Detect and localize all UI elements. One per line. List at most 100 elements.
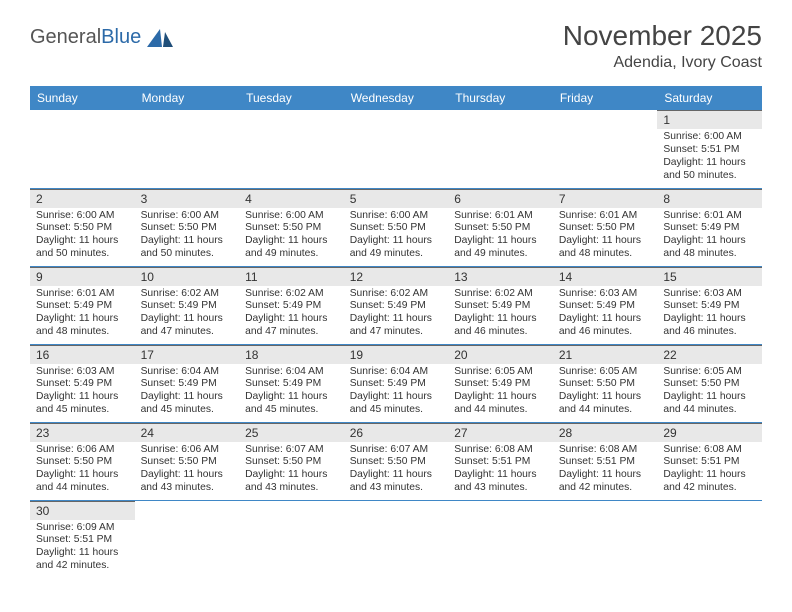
calendar-cell: 2Sunrise: 6:00 AMSunset: 5:50 PMDaylight…	[30, 188, 135, 266]
title-block: November 2025 Adendia, Ivory Coast	[563, 20, 762, 72]
calendar-cell: 16 Sunrise: 6:03 AMSunset: 5:49 PMDayligh…	[30, 344, 135, 422]
calendar-cell: 13Sunrise: 6:02 AMSunset: 5:49 PMDayligh…	[448, 266, 553, 344]
sunset-line: Sunset: 5:50 PM	[141, 456, 234, 469]
day-details: Sunrise: 6:02 AMSunset: 5:49 PMDaylight:…	[448, 286, 553, 343]
sunrise-line: Sunrise: 6:03 AM	[663, 288, 756, 301]
sunrise-line: Sunrise: 6:02 AM	[350, 288, 443, 301]
sunset-line: Sunset: 5:50 PM	[350, 222, 443, 235]
sunset-line: Sunset: 5:50 PM	[559, 378, 652, 391]
sunrise-line: Sunrise: 6:04 AM	[141, 366, 234, 379]
day-number: 2	[30, 190, 135, 208]
day-details: Sunrise: 6:08 AMSunset: 5:51 PMDaylight:…	[553, 442, 658, 499]
day-number: 22	[657, 346, 762, 364]
day-number: 10	[135, 268, 240, 286]
weekday-header: Monday	[135, 86, 240, 110]
sunset-line: Sunset: 5:49 PM	[454, 378, 547, 391]
calendar-cell: 1Sunrise: 6:00 AMSunset: 5:51 PMDaylight…	[657, 110, 762, 188]
day-details: Sunrise: 6:02 AMSunset: 5:49 PMDaylight:…	[344, 286, 449, 343]
calendar-week-row: 23Sunrise: 6:06 AMSunset: 5:50 PMDayligh…	[30, 422, 762, 500]
daylight-line: Daylight: 11 hours and 46 minutes.	[663, 313, 756, 339]
daylight-line: Daylight: 11 hours and 45 minutes.	[36, 391, 129, 417]
sunset-line: Sunset: 5:49 PM	[663, 300, 756, 313]
sunset-line: Sunset: 5:51 PM	[663, 456, 756, 469]
sunset-line: Sunset: 5:50 PM	[36, 456, 129, 469]
weekday-header: Saturday	[657, 86, 762, 110]
sunset-line: Sunset: 5:49 PM	[36, 378, 129, 391]
calendar-cell: 22Sunrise: 6:05 AMSunset: 5:50 PMDayligh…	[657, 344, 762, 422]
calendar-cell	[344, 110, 449, 188]
sunrise-line: Sunrise: 6:02 AM	[454, 288, 547, 301]
sunrise-line: Sunrise: 6:03 AM	[36, 366, 129, 379]
sunset-line: Sunset: 5:51 PM	[663, 144, 756, 157]
sunset-line: Sunset: 5:50 PM	[454, 222, 547, 235]
calendar-cell: 21Sunrise: 6:05 AMSunset: 5:50 PMDayligh…	[553, 344, 658, 422]
daylight-line: Daylight: 11 hours and 42 minutes.	[663, 469, 756, 495]
day-number: 21	[553, 346, 658, 364]
day-details: Sunrise: 6:03 AMSunset: 5:49 PMDaylight:…	[553, 286, 658, 343]
daylight-line: Daylight: 11 hours and 46 minutes.	[454, 313, 547, 339]
day-number: 24	[135, 424, 240, 442]
sunset-line: Sunset: 5:49 PM	[663, 222, 756, 235]
day-details: Sunrise: 6:00 AMSunset: 5:50 PMDaylight:…	[344, 208, 449, 265]
sunrise-line: Sunrise: 6:01 AM	[454, 210, 547, 223]
sunset-line: Sunset: 5:50 PM	[245, 222, 338, 235]
daylight-line: Daylight: 11 hours and 50 minutes.	[141, 235, 234, 261]
logo: GeneralBlue	[30, 26, 173, 49]
calendar-week-row: 1Sunrise: 6:00 AMSunset: 5:51 PMDaylight…	[30, 110, 762, 188]
daylight-line: Daylight: 11 hours and 42 minutes.	[559, 469, 652, 495]
weekday-header: Sunday	[30, 86, 135, 110]
day-number: 3	[135, 190, 240, 208]
sunrise-line: Sunrise: 6:05 AM	[663, 366, 756, 379]
day-details: Sunrise: 6:04 AMSunset: 5:49 PMDaylight:…	[239, 364, 344, 421]
daylight-line: Daylight: 11 hours and 44 minutes.	[454, 391, 547, 417]
calendar-cell: 5Sunrise: 6:00 AMSunset: 5:50 PMDaylight…	[344, 188, 449, 266]
calendar-cell	[448, 110, 553, 188]
calendar-cell: 28Sunrise: 6:08 AMSunset: 5:51 PMDayligh…	[553, 422, 658, 500]
calendar-cell: 6Sunrise: 6:01 AMSunset: 5:50 PMDaylight…	[448, 188, 553, 266]
sunset-line: Sunset: 5:50 PM	[663, 378, 756, 391]
sunrise-line: Sunrise: 6:08 AM	[559, 444, 652, 457]
daylight-line: Daylight: 11 hours and 43 minutes.	[141, 469, 234, 495]
day-number: 18	[239, 346, 344, 364]
daylight-line: Daylight: 11 hours and 49 minutes.	[454, 235, 547, 261]
weekday-header: Thursday	[448, 86, 553, 110]
calendar-cell: 9Sunrise: 6:01 AMSunset: 5:49 PMDaylight…	[30, 266, 135, 344]
sunrise-line: Sunrise: 6:00 AM	[245, 210, 338, 223]
daylight-line: Daylight: 11 hours and 45 minutes.	[350, 391, 443, 417]
sunset-line: Sunset: 5:50 PM	[141, 222, 234, 235]
sunrise-line: Sunrise: 6:05 AM	[454, 366, 547, 379]
calendar-cell: 20 Sunrise: 6:05 AMSunset: 5:49 PMDayligh…	[448, 344, 553, 422]
day-details: Sunrise: 6:06 AMSunset: 5:50 PMDaylight:…	[135, 442, 240, 499]
sunrise-line: Sunrise: 6:00 AM	[663, 131, 756, 144]
day-number: 16	[30, 346, 135, 364]
sunrise-line: Sunrise: 6:01 AM	[36, 288, 129, 301]
day-details: Sunrise: 6:01 AMSunset: 5:50 PMDaylight:…	[448, 208, 553, 265]
sunset-line: Sunset: 5:49 PM	[454, 300, 547, 313]
day-details: Sunrise: 6:08 AMSunset: 5:51 PMDaylight:…	[448, 442, 553, 499]
calendar-cell	[135, 500, 240, 578]
month-title: November 2025	[563, 20, 762, 52]
day-number: 4	[239, 190, 344, 208]
calendar-body: 1Sunrise: 6:00 AMSunset: 5:51 PMDaylight…	[30, 110, 762, 578]
sunrise-line: Sunrise: 6:03 AM	[559, 288, 652, 301]
day-details: Sunrise: 6:02 AMSunset: 5:49 PMDaylight:…	[135, 286, 240, 343]
day-number: 27	[448, 424, 553, 442]
daylight-line: Daylight: 11 hours and 48 minutes.	[663, 235, 756, 261]
day-details: Sunrise: 6:01 AMSunset: 5:49 PMDaylight:…	[657, 208, 762, 265]
day-number: 20	[448, 346, 553, 364]
weekday-header-row: SundayMondayTuesdayWednesdayThursdayFrid…	[30, 86, 762, 110]
sunset-line: Sunset: 5:50 PM	[36, 222, 129, 235]
daylight-line: Daylight: 11 hours and 43 minutes.	[245, 469, 338, 495]
calendar-week-row: 2Sunrise: 6:00 AMSunset: 5:50 PMDaylight…	[30, 188, 762, 266]
weekday-header: Tuesday	[239, 86, 344, 110]
calendar-cell	[135, 110, 240, 188]
day-number: 15	[657, 268, 762, 286]
day-details: Sunrise: 6:06 AMSunset: 5:50 PMDaylight:…	[30, 442, 135, 499]
sunset-line: Sunset: 5:49 PM	[245, 300, 338, 313]
sunset-line: Sunset: 5:51 PM	[559, 456, 652, 469]
sunset-line: Sunset: 5:49 PM	[350, 378, 443, 391]
daylight-line: Daylight: 11 hours and 45 minutes.	[245, 391, 338, 417]
calendar-week-row: 30Sunrise: 6:09 AMSunset: 5:51 PMDayligh…	[30, 500, 762, 578]
day-details: Sunrise: 6:07 AMSunset: 5:50 PMDaylight:…	[239, 442, 344, 499]
weekday-header: Wednesday	[344, 86, 449, 110]
